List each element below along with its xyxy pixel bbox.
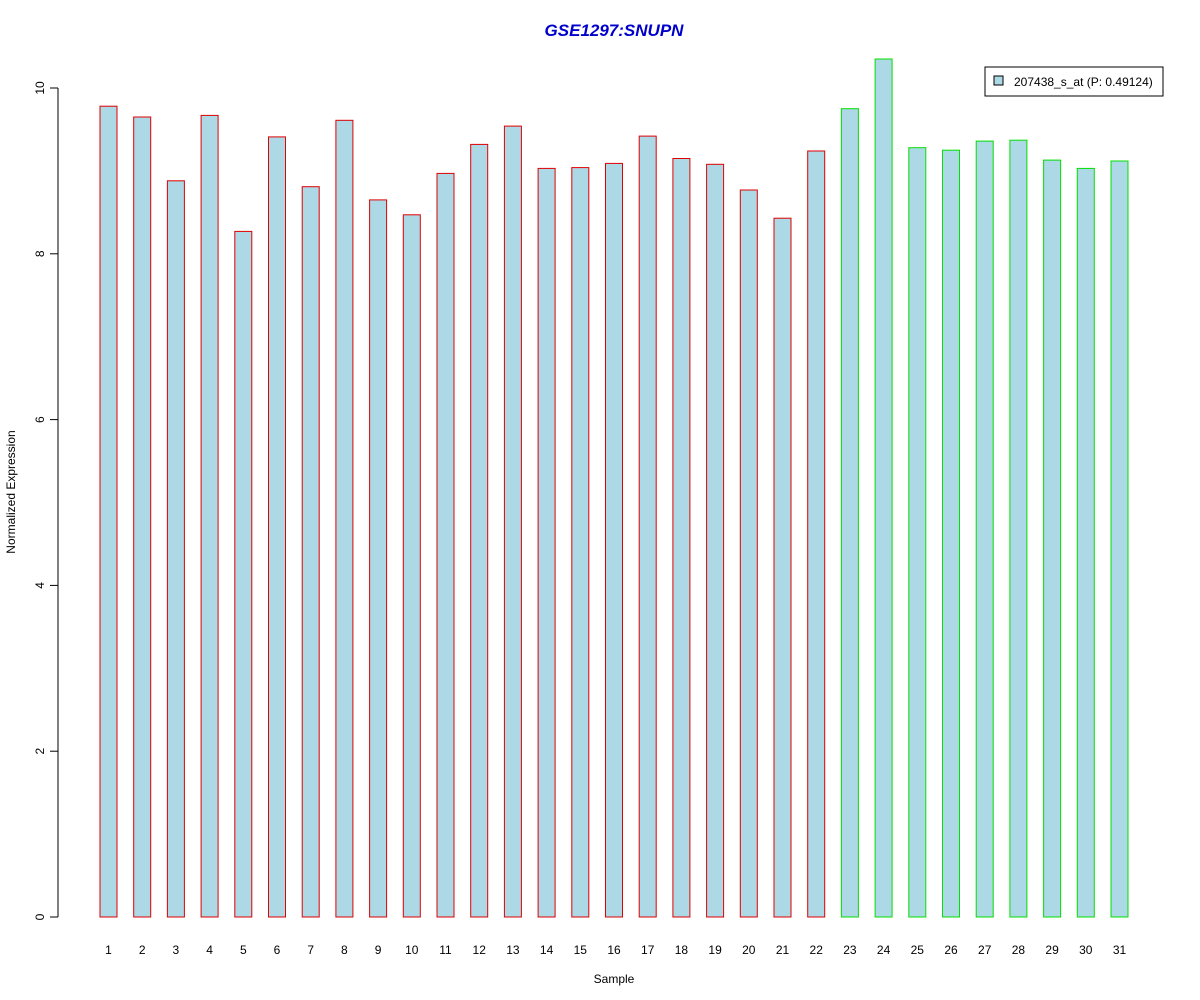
bar-sample-31 <box>1110 160 1129 918</box>
x-tick-labels: 1 2 3 4 5 6 7 8 9 10 11 12 13 14 15 16 17 18 19 20 21 22 23 24 2… <box>105 943 1126 957</box>
bar-sample-14 <box>537 167 556 918</box>
y-tick-label: 0 <box>33 913 47 920</box>
bar-sample-29 <box>1043 159 1062 918</box>
x-tick-label: 27 <box>978 943 992 957</box>
y-tick-label: 4 <box>33 582 47 589</box>
bar-sample-7 <box>301 186 320 918</box>
bar-sample-15 <box>571 167 590 918</box>
y-tick-label: 6 <box>33 416 47 423</box>
bar-sample-18 <box>672 158 691 918</box>
x-tick-label: 11 <box>439 943 452 957</box>
x-tick-label: 26 <box>944 943 958 957</box>
legend-swatch <box>993 75 1004 86</box>
y-tick-label: 10 <box>33 81 47 95</box>
bar-sample-20 <box>739 189 758 918</box>
x-tick-label: 24 <box>877 943 891 957</box>
chart-title: GSE1297:SNUPN <box>545 21 685 40</box>
bar-sample-21 <box>773 217 792 918</box>
x-tick-label: 6 <box>274 943 281 957</box>
bar-sample-22 <box>807 150 826 918</box>
x-axis-label: Sample <box>594 972 635 986</box>
x-tick-label: 23 <box>843 943 857 957</box>
bar-sample-27 <box>975 140 994 918</box>
x-tick-label: 1 <box>105 943 112 957</box>
bar-sample-24 <box>874 58 893 918</box>
x-tick-label: 15 <box>574 943 588 957</box>
x-tick-label: 21 <box>776 943 790 957</box>
x-tick-label: 17 <box>641 943 655 957</box>
x-tick-label: 14 <box>540 943 554 957</box>
x-tick-label: 18 <box>675 943 689 957</box>
x-tick-label: 31 <box>1113 943 1127 957</box>
bar-sample-9 <box>369 199 388 918</box>
x-tick-label: 29 <box>1045 943 1059 957</box>
x-tick-label: 2 <box>139 943 146 957</box>
bar-sample-8 <box>335 119 354 918</box>
x-tick-label: 7 <box>307 943 314 957</box>
legend-box <box>984 66 1164 97</box>
x-tick-label: 4 <box>206 943 213 957</box>
bars <box>99 58 1129 918</box>
y-axis: 0 2 4 6 8 10 <box>33 81 59 920</box>
bar-sample-6 <box>268 136 286 918</box>
bar-sample-30 <box>1076 167 1095 918</box>
y-axis-label: Normalized Expression <box>4 430 18 553</box>
x-tick-label: 9 <box>375 943 382 957</box>
legend: 207438_s_at (P: 0.49124) <box>984 66 1164 97</box>
x-tick-label: 22 <box>810 943 824 957</box>
y-tick-label: 8 <box>33 250 47 257</box>
x-tick-label: 5 <box>240 943 247 957</box>
x-tick-label: 13 <box>506 943 520 957</box>
bar-sample-12 <box>470 143 489 918</box>
x-tick-label: 25 <box>911 943 925 957</box>
legend-label: 207438_s_at (P: 0.49124) <box>1014 75 1153 89</box>
x-tick-label: 10 <box>405 943 419 957</box>
x-tick-label: 28 <box>1012 943 1026 957</box>
x-tick-label: 20 <box>742 943 756 957</box>
bar-sample-19 <box>706 163 725 918</box>
bar-sample-28 <box>1009 139 1028 918</box>
bar-sample-25 <box>908 147 927 918</box>
bar-sample-10 <box>402 214 421 918</box>
x-tick-label: 12 <box>473 943 487 957</box>
bar-sample-3 <box>166 180 185 918</box>
bar-sample-1 <box>99 105 118 918</box>
bar-sample-11 <box>436 172 455 918</box>
x-tick-label: 30 <box>1079 943 1093 957</box>
x-tick-label: 3 <box>173 943 180 957</box>
x-tick-label: 16 <box>607 943 621 957</box>
bar-sample-13 <box>503 125 522 918</box>
bar-sample-16 <box>605 162 623 918</box>
bar-sample-17 <box>638 135 657 918</box>
y-tick-label: 2 <box>33 748 47 755</box>
x-tick-label: 19 <box>708 943 722 957</box>
bar-sample-26 <box>942 149 960 918</box>
bar-sample-2 <box>133 116 152 918</box>
bar-sample-23 <box>840 108 859 918</box>
x-tick-label: 8 <box>341 943 348 957</box>
bar-sample-5 <box>234 230 253 918</box>
bar-sample-4 <box>200 114 219 918</box>
